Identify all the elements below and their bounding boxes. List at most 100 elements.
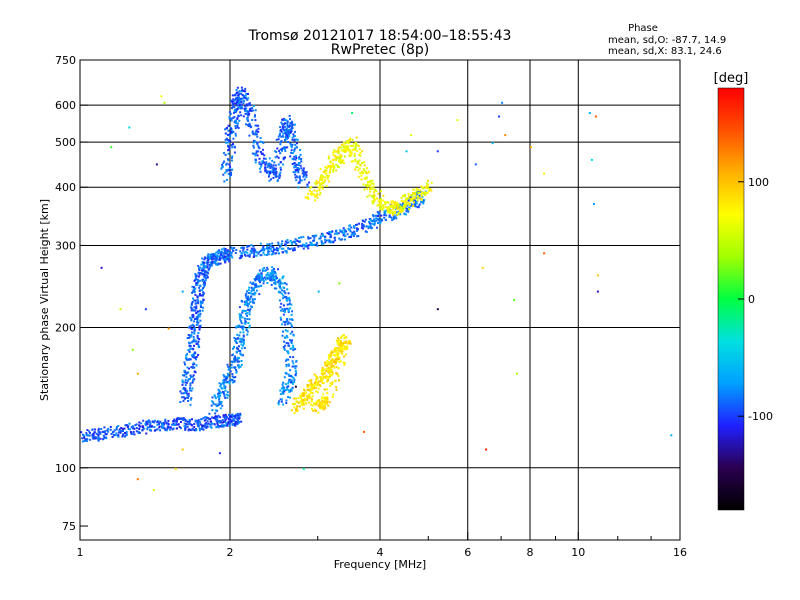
data-point [183,369,186,372]
data-point [226,377,228,380]
data-point [306,388,309,391]
data-point [259,275,262,278]
x-tick-label: 8 [527,546,534,559]
data-point [243,309,246,312]
data-point [253,252,256,255]
data-point [343,162,345,165]
x-tick-label: 1 [77,546,84,559]
data-point [221,424,223,427]
data-point [281,149,283,152]
data-point [294,143,297,146]
data-point [192,325,195,328]
data-point [321,370,324,373]
data-point [341,350,344,353]
data-point [201,294,204,297]
data-point [257,124,260,127]
data-point [283,291,286,293]
data-point [272,176,275,179]
data-point [224,416,227,419]
data-point [236,421,239,424]
data-point [430,181,433,184]
data-point [181,396,183,399]
data-point [287,364,290,367]
data-point [231,354,234,357]
data-point [285,251,288,254]
data-point [366,167,368,170]
data-point [109,428,112,431]
data-point [223,416,226,418]
data-point [318,193,321,196]
data-point [268,275,271,278]
data-point [238,414,241,417]
data-point [543,172,546,175]
data-point [246,290,248,293]
data-point [321,175,324,178]
data-point [391,200,394,203]
data-point [202,428,205,431]
data-point [233,121,236,123]
data-point [194,307,197,310]
data-point [195,364,198,367]
data-point [224,377,227,380]
data-point [384,206,387,209]
data-point [172,424,175,426]
data-point [113,429,116,432]
data-point [223,258,226,261]
data-point [220,401,223,403]
data-point [169,426,172,429]
data-point [222,425,225,428]
data-point [337,352,340,355]
data-point [242,247,245,250]
data-point [274,174,277,177]
data-point [259,140,262,143]
data-point [236,97,239,100]
data-point [158,426,161,429]
data-point [288,114,291,117]
data-point [319,380,322,383]
data-point [231,256,234,259]
data-point [185,396,188,399]
data-point [205,423,208,426]
data-point [202,283,205,286]
data-point [394,205,397,208]
data-point [243,251,246,254]
data-point [124,434,127,437]
data-point [401,204,404,207]
data-point [307,192,310,195]
data-point [231,100,234,103]
chart-title: Tromsø 20121017 18:54:00–18:55:43 [248,28,512,44]
data-point [481,266,484,269]
data-point [340,149,343,152]
data-point [415,202,418,205]
data-point [279,398,282,401]
data-point [278,134,281,136]
data-point [248,318,251,321]
data-point [195,284,198,287]
data-point [266,272,269,275]
data-point [240,97,242,100]
data-point [400,197,403,200]
data-point [311,392,314,394]
data-point [415,187,418,190]
data-point [271,166,274,169]
data-point [216,425,219,428]
data-point [381,208,384,211]
data-point [340,335,343,338]
data-point [192,348,195,351]
data-point [211,253,214,256]
data-point [229,370,232,373]
y-tick-label: 100 [55,462,76,475]
data-point [321,379,324,382]
data-point [245,329,248,332]
data-point [225,163,228,166]
data-point [223,394,226,397]
data-point [252,281,255,284]
data-point [199,423,202,426]
data-point [280,302,283,305]
data-point [240,90,243,93]
data-point [218,258,221,261]
data-point [436,308,439,311]
data-point [233,360,236,363]
data-point [310,400,313,403]
data-point [196,424,199,427]
